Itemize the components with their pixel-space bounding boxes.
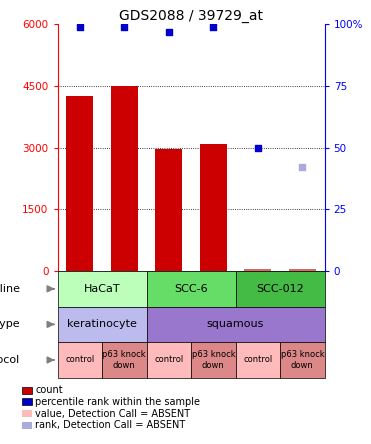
Bar: [147, 342, 191, 378]
Text: cell line: cell line: [0, 284, 20, 294]
Text: p63 knock
down: p63 knock down: [102, 350, 146, 370]
Bar: [102, 342, 147, 378]
Point: [77, 24, 83, 31]
Text: count: count: [35, 385, 63, 395]
Text: HaCaT: HaCaT: [84, 284, 120, 294]
Text: value, Detection Call = ABSENT: value, Detection Call = ABSENT: [35, 408, 190, 419]
Bar: [22, 387, 32, 394]
Point: [210, 24, 216, 31]
Bar: [22, 410, 32, 417]
Text: control: control: [65, 356, 94, 365]
Title: GDS2088 / 39729_at: GDS2088 / 39729_at: [119, 9, 263, 24]
Text: squamous: squamous: [207, 319, 264, 329]
Bar: [147, 271, 236, 307]
Text: keratinocyte: keratinocyte: [67, 319, 137, 329]
Text: control: control: [243, 356, 272, 365]
Text: percentile rank within the sample: percentile rank within the sample: [35, 397, 200, 407]
Bar: [236, 271, 325, 307]
Point: [166, 28, 172, 36]
Bar: [58, 342, 102, 378]
Text: control: control: [154, 356, 183, 365]
Point: [299, 164, 305, 171]
Bar: [191, 342, 236, 378]
Bar: [155, 149, 182, 271]
Bar: [111, 86, 138, 271]
Bar: [280, 342, 325, 378]
Text: rank, Detection Call = ABSENT: rank, Detection Call = ABSENT: [35, 420, 186, 430]
Text: protocol: protocol: [0, 355, 20, 365]
Text: SCC-012: SCC-012: [256, 284, 304, 294]
Bar: [244, 269, 271, 271]
Bar: [147, 307, 325, 342]
Point: [121, 24, 127, 31]
Bar: [289, 269, 316, 271]
Point: [255, 144, 261, 151]
Bar: [66, 96, 93, 271]
Bar: [22, 422, 32, 429]
Text: p63 knock
down: p63 knock down: [191, 350, 235, 370]
Bar: [58, 271, 147, 307]
Bar: [200, 143, 227, 271]
Bar: [58, 307, 147, 342]
Text: SCC-6: SCC-6: [174, 284, 208, 294]
Bar: [22, 398, 32, 405]
Text: cell type: cell type: [0, 319, 20, 329]
Text: p63 knock
down: p63 knock down: [280, 350, 324, 370]
Bar: [236, 342, 280, 378]
